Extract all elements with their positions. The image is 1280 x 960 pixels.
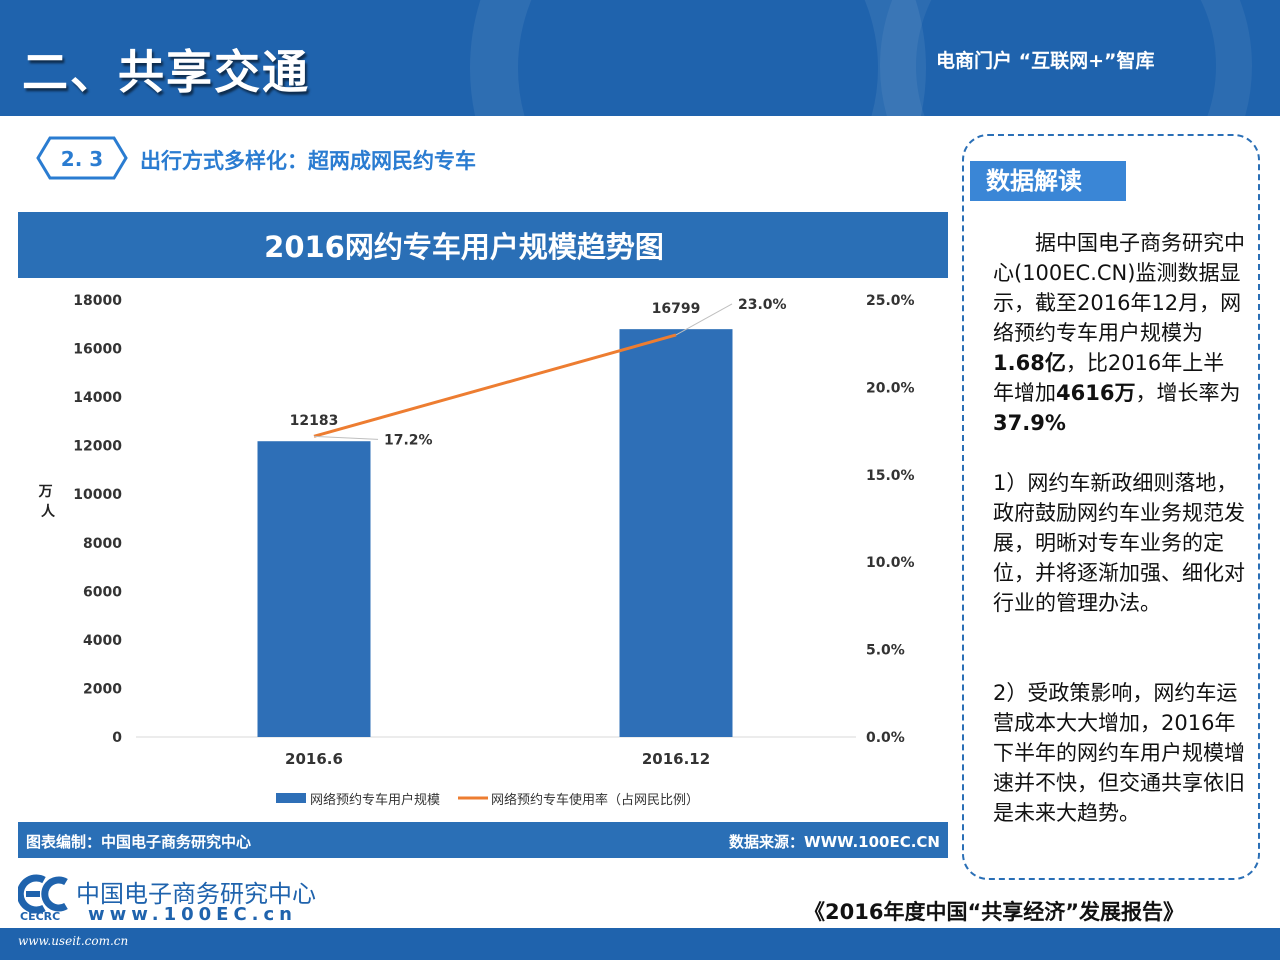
interpretation-paragraph-2: 1）网约车新政细则落地，政府鼓励网约车业务规范发展，明晰对专车业务的定位，并将逐… bbox=[993, 471, 1245, 615]
y-tick-label: 8000 bbox=[83, 536, 122, 552]
chart-svg: 2016网约专车用户规模趋势图 万 人 0 2000 4000 6000 8000 100… bbox=[18, 212, 948, 808]
y-tick-label: 14000 bbox=[73, 390, 122, 406]
y2-tick-label: 0.0% bbox=[866, 730, 905, 746]
cecrc-logo-icon bbox=[18, 874, 68, 914]
y2-tick-label: 20.0% bbox=[866, 380, 915, 396]
y2-tick-label: 15.0% bbox=[866, 468, 915, 484]
p1-text: ，比2016年上半年增加 bbox=[993, 351, 1225, 405]
y-tick-label: 12000 bbox=[73, 439, 122, 455]
interpretation-paragraph-1: 据中国电子商务研究中心(100EC.CN)监测数据显示，截至2016年12月，网… bbox=[993, 228, 1245, 438]
y2-tick-label: 5.0% bbox=[866, 643, 905, 659]
p1-highlight-increase: 4616万 bbox=[1056, 381, 1136, 405]
y-tick-label: 16000 bbox=[73, 342, 122, 358]
logo-abbr: CECRC bbox=[20, 910, 61, 923]
p1-highlight-users: 1.68亿 bbox=[993, 351, 1066, 375]
interpretation-paragraph-3: 2）受政策影响，网约车运营成本大大增加，2016年下半年的网约车用户规模增速并不… bbox=[993, 681, 1245, 825]
y2-tick-label: 10.0% bbox=[866, 555, 915, 571]
p1-text: 据中国电子商务研究中心(100EC.CN)监测数据显示，截至2016年12月，网… bbox=[993, 231, 1245, 345]
logo-url: www.100EC.cn bbox=[88, 904, 297, 925]
line-value-label: 17.2% bbox=[384, 432, 433, 448]
y-tick-label: 2000 bbox=[83, 681, 122, 697]
section-number-badge: 2. 3 bbox=[36, 136, 128, 180]
chart-footer-bar: 图表编制：中国电子商务研究中心 数据来源：WWW.100EC.CN bbox=[18, 822, 948, 858]
section-number: 2. 3 bbox=[61, 147, 103, 171]
data-bar bbox=[619, 329, 733, 737]
header-decoration bbox=[880, 0, 1252, 116]
y2-tick-label: 25.0% bbox=[866, 293, 915, 309]
header-decoration bbox=[470, 0, 926, 116]
legend-label-line: 网络预约专车使用率（占网民比例） bbox=[491, 792, 699, 808]
bar-value-label: 12183 bbox=[290, 413, 339, 429]
line-value-label: 23.0% bbox=[738, 297, 787, 313]
data-bar bbox=[257, 441, 371, 737]
logo-cn-name: 中国电子商务研究中心 bbox=[76, 880, 316, 908]
page-title: 二、共享交通 bbox=[22, 45, 310, 99]
line-label-leader bbox=[675, 303, 733, 336]
bottom-bar bbox=[0, 928, 1280, 960]
y-tick-label: 4000 bbox=[83, 633, 122, 649]
line-label-leader bbox=[313, 435, 379, 440]
bar-value-label: 16799 bbox=[652, 301, 701, 317]
chart-title: 2016网约专车用户规模趋势图 bbox=[264, 230, 664, 264]
p1-highlight-growth: 37.9% bbox=[993, 411, 1066, 435]
y-tick-label: 18000 bbox=[73, 293, 122, 309]
header-banner: 二、共享交通 电商门户 “互联网+”智库 bbox=[0, 0, 1280, 116]
section-title: 出行方式多样化：超两成网民约专车 bbox=[140, 149, 476, 173]
data-interpretation-tag: 数据解读 bbox=[970, 161, 1126, 201]
y-tick-label: 0 bbox=[112, 730, 122, 746]
y-tick-label: 10000 bbox=[73, 487, 122, 503]
y-axis-label: 万 人 bbox=[38, 484, 58, 520]
data-interpretation-panel bbox=[962, 134, 1260, 880]
legend-swatch-bar bbox=[276, 793, 306, 803]
chart-credit: 图表编制：中国电子商务研究中心 bbox=[26, 833, 252, 851]
cecrc-logo: 中国电子商务研究中心 CECRC www.100EC.cn bbox=[18, 874, 318, 925]
header-brand-text: 电商门户 “互联网+”智库 bbox=[936, 50, 1155, 72]
chart-panel: 2016网约专车用户规模趋势图 万 人 0 2000 4000 6000 8000 100… bbox=[18, 212, 948, 858]
chart-title-bar bbox=[18, 212, 948, 278]
legend-label-bar: 网络预约专车用户规模 bbox=[310, 792, 440, 808]
y-tick-label: 6000 bbox=[83, 584, 122, 600]
x-tick-label: 2016.6 bbox=[285, 750, 343, 768]
report-title: 《2016年度中国“共享经济”发展报告》 bbox=[804, 900, 1185, 924]
x-tick-label: 2016.12 bbox=[642, 750, 710, 768]
p1-text: ，增长率为 bbox=[1135, 381, 1241, 405]
line-series bbox=[313, 333, 677, 438]
chart-source: 数据来源：WWW.100EC.CN bbox=[729, 833, 940, 851]
watermark: www.useit.com.cn bbox=[18, 934, 129, 948]
